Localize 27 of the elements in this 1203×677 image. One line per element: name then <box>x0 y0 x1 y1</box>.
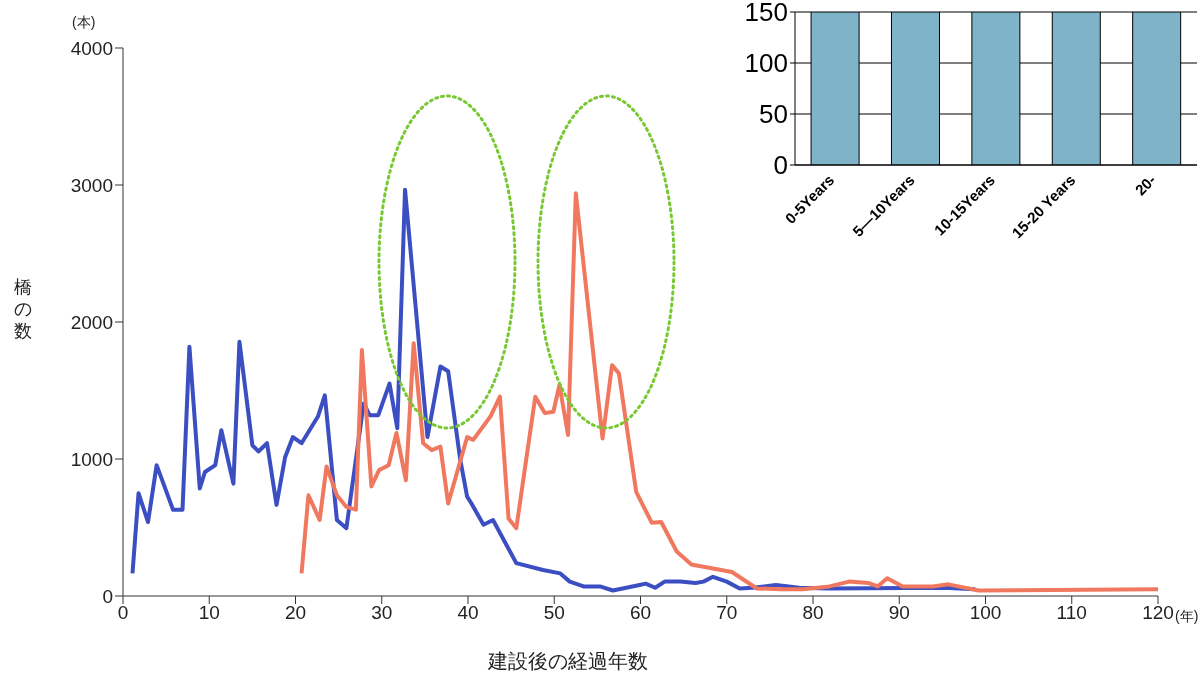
x-tick-label: 20- <box>1131 171 1159 199</box>
y-tick-label: 4000 <box>70 37 113 59</box>
y-tick-label: 150 <box>744 0 788 28</box>
text: (本) <box>72 14 96 32</box>
text: (年) <box>1175 608 1199 626</box>
x-tick-label: 40 <box>457 602 479 624</box>
x-tick-label: 60 <box>629 602 652 624</box>
x-tick-label: 100 <box>969 602 1002 624</box>
x-tick-label: 120 <box>1142 602 1174 624</box>
y-tick-label: 2000 <box>70 311 113 333</box>
y-tick-label: 3000 <box>70 174 113 196</box>
x-tick-label: 50 <box>543 602 565 624</box>
x-tick-label: 10 <box>198 602 220 624</box>
y-tick-label: 0 <box>773 150 788 181</box>
y-tick-label: 100 <box>744 48 788 79</box>
x-tick-label: 80 <box>802 602 824 624</box>
x-tick-label: 0 <box>117 602 129 624</box>
y-tick-label: 50 <box>759 99 788 130</box>
x-axis-title: 建設後の経過年数 <box>487 650 648 672</box>
x-tick-label: 30 <box>371 602 393 624</box>
x-tick-label: 70 <box>716 602 738 624</box>
x-tick-label: 20 <box>284 602 307 624</box>
x-tick-label: 110 <box>1056 602 1087 624</box>
y-tick-label: 0 <box>102 585 113 607</box>
x-tick-label: 90 <box>888 602 910 624</box>
y-tick-label: 1000 <box>70 448 113 470</box>
y-axis-title: 橋の数 <box>13 276 33 342</box>
